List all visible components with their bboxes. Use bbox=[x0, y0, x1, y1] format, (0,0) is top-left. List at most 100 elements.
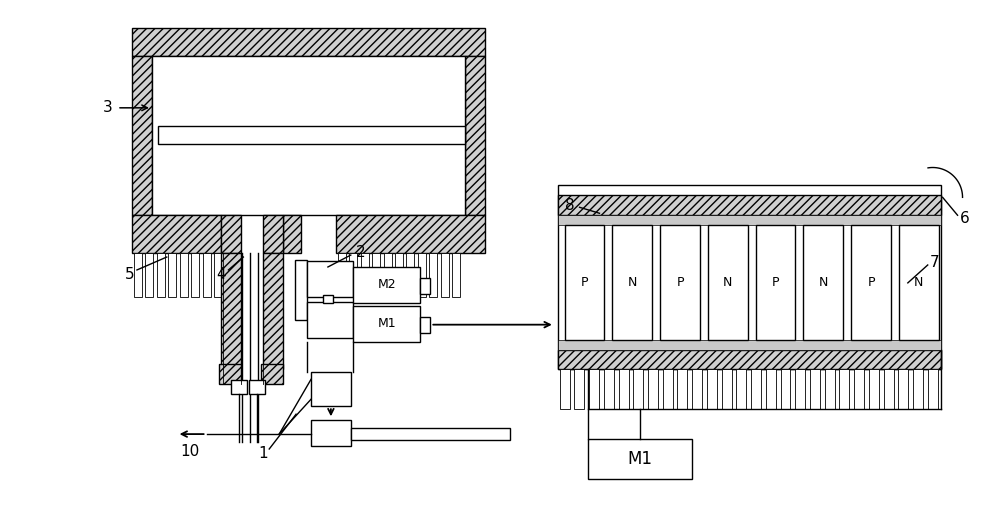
Bar bbox=[307, 261, 353, 297]
Bar bbox=[263, 215, 283, 253]
Bar bbox=[452, 253, 460, 297]
Bar bbox=[558, 185, 941, 370]
Text: P: P bbox=[676, 276, 684, 289]
Text: P: P bbox=[772, 276, 779, 289]
Bar bbox=[465, 56, 485, 215]
Bar bbox=[558, 195, 941, 215]
Bar bbox=[558, 340, 941, 350]
Bar bbox=[869, 370, 879, 409]
Bar bbox=[825, 370, 835, 409]
Bar bbox=[168, 253, 176, 297]
Bar bbox=[214, 253, 222, 297]
Bar bbox=[558, 350, 941, 370]
Bar bbox=[619, 370, 629, 409]
Bar bbox=[295, 260, 307, 320]
Bar bbox=[283, 215, 301, 253]
Bar bbox=[351, 428, 510, 440]
Bar bbox=[420, 317, 430, 333]
Bar bbox=[810, 370, 820, 409]
Bar bbox=[560, 370, 570, 409]
Bar bbox=[180, 253, 188, 297]
Bar bbox=[203, 253, 211, 297]
Bar bbox=[353, 267, 420, 303]
Bar bbox=[795, 370, 805, 409]
Bar bbox=[660, 225, 700, 340]
Bar bbox=[157, 253, 165, 297]
Text: 10: 10 bbox=[180, 445, 200, 459]
Text: 6: 6 bbox=[960, 211, 969, 226]
Text: 2: 2 bbox=[356, 245, 365, 259]
Bar bbox=[152, 56, 465, 215]
Bar bbox=[372, 253, 380, 297]
Bar bbox=[221, 253, 241, 370]
Bar bbox=[612, 225, 652, 340]
Bar bbox=[851, 225, 891, 340]
Text: 7: 7 bbox=[930, 256, 939, 270]
Bar bbox=[311, 372, 351, 406]
Bar bbox=[722, 370, 732, 409]
Bar bbox=[648, 370, 658, 409]
Text: 4: 4 bbox=[217, 267, 226, 282]
Bar bbox=[349, 253, 357, 297]
Bar bbox=[311, 420, 351, 446]
Bar bbox=[736, 370, 746, 409]
Bar bbox=[132, 56, 152, 215]
Bar bbox=[418, 253, 426, 297]
Bar bbox=[231, 381, 247, 394]
Bar bbox=[406, 253, 414, 297]
Bar bbox=[558, 215, 941, 225]
Bar bbox=[692, 370, 702, 409]
Bar bbox=[899, 225, 939, 340]
Bar bbox=[191, 253, 199, 297]
Text: N: N bbox=[723, 276, 732, 289]
Bar bbox=[913, 370, 923, 409]
Bar bbox=[707, 370, 717, 409]
Bar bbox=[589, 370, 599, 409]
Bar bbox=[928, 370, 938, 409]
Text: 1: 1 bbox=[258, 446, 268, 461]
Bar bbox=[708, 225, 748, 340]
Bar bbox=[839, 370, 849, 409]
Text: 5: 5 bbox=[125, 267, 135, 282]
Bar bbox=[663, 370, 673, 409]
Bar bbox=[441, 253, 449, 297]
Bar bbox=[803, 225, 843, 340]
Bar bbox=[604, 370, 614, 409]
Text: M2: M2 bbox=[377, 278, 396, 291]
Bar bbox=[338, 253, 346, 297]
Bar bbox=[751, 370, 761, 409]
Bar bbox=[353, 306, 420, 342]
Text: N: N bbox=[628, 276, 637, 289]
Bar bbox=[420, 278, 430, 294]
Bar bbox=[395, 253, 403, 297]
Bar bbox=[429, 253, 437, 297]
Text: 8: 8 bbox=[565, 198, 575, 213]
Text: 3: 3 bbox=[102, 100, 112, 116]
Bar bbox=[323, 295, 333, 303]
Text: M1: M1 bbox=[628, 450, 653, 468]
Text: M1: M1 bbox=[377, 317, 396, 330]
Bar bbox=[854, 370, 864, 409]
Text: P: P bbox=[867, 276, 875, 289]
Bar bbox=[307, 302, 353, 338]
Bar bbox=[336, 215, 485, 253]
Bar bbox=[219, 364, 241, 384]
Bar bbox=[633, 370, 643, 409]
Bar bbox=[261, 364, 283, 384]
Bar bbox=[384, 253, 392, 297]
Bar bbox=[884, 370, 894, 409]
Bar bbox=[781, 370, 790, 409]
Text: N: N bbox=[819, 276, 828, 289]
Text: N: N bbox=[914, 276, 923, 289]
Bar bbox=[766, 370, 776, 409]
Bar bbox=[361, 253, 369, 297]
Bar bbox=[132, 28, 485, 56]
Bar bbox=[756, 225, 795, 340]
Bar bbox=[249, 381, 265, 394]
Bar bbox=[263, 253, 283, 370]
Bar bbox=[588, 439, 692, 479]
Bar bbox=[677, 370, 687, 409]
Bar bbox=[134, 253, 142, 297]
Text: P: P bbox=[581, 276, 588, 289]
Bar bbox=[574, 370, 584, 409]
